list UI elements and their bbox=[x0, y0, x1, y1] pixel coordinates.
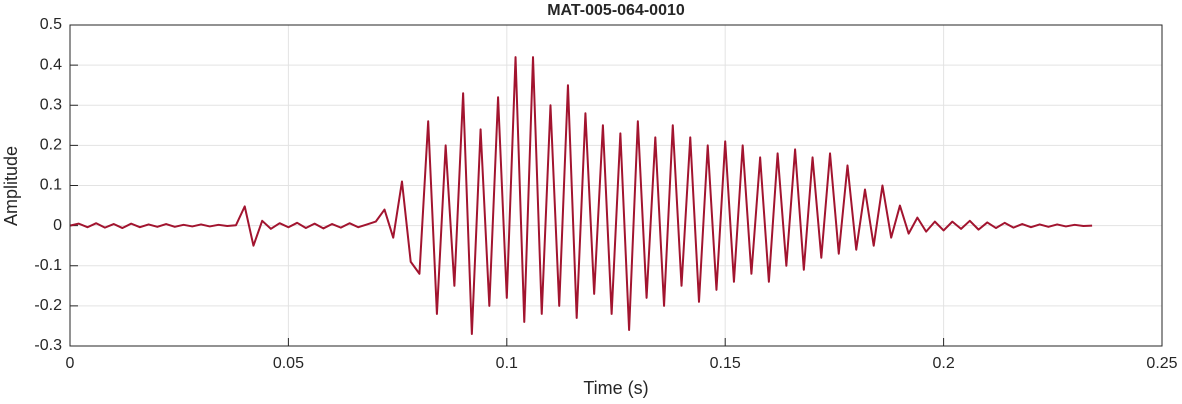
x-axis-label: Time (s) bbox=[583, 378, 648, 398]
y-axis-label: Amplitude bbox=[1, 146, 21, 226]
x-tick-label: 0.25 bbox=[1146, 355, 1177, 372]
y-tick-label: 0.5 bbox=[40, 16, 62, 33]
axes-box bbox=[69, 24, 1163, 347]
x-tick-label: 0.2 bbox=[932, 355, 954, 372]
y-tick-label: -0.1 bbox=[34, 257, 62, 274]
y-tick-label: 0 bbox=[53, 217, 62, 234]
y-tick-label: 0.4 bbox=[40, 56, 62, 73]
x-tick-label: 0.05 bbox=[273, 355, 304, 372]
y-tick-label: -0.2 bbox=[34, 297, 62, 314]
waveform-line bbox=[69, 56, 1093, 335]
y-tick-label: 0.2 bbox=[40, 137, 62, 154]
y-tick-label: 0.1 bbox=[40, 177, 62, 194]
y-tick-label: 0.3 bbox=[40, 96, 62, 113]
x-tick-label: 0.1 bbox=[496, 355, 518, 372]
x-tick-label: 0.15 bbox=[710, 355, 741, 372]
y-tick-label: -0.3 bbox=[34, 337, 62, 354]
x-tick-label: 0 bbox=[66, 355, 75, 372]
chart-title: MAT-005-064-0010 bbox=[547, 2, 685, 19]
